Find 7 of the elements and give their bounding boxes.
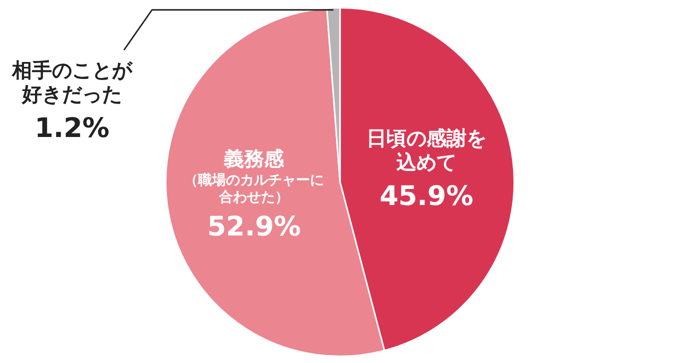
data-label: 45.9% — [380, 180, 474, 212]
text: （職場のカルチャーに合わせた） — [184, 172, 324, 206]
slice-label: 相手のことが好きだった — [11, 58, 133, 106]
slice-label: 日頃の感謝を込めて — [366, 126, 486, 174]
slice-label: 義務感 — [223, 146, 286, 171]
data-label: 52.9% — [207, 211, 301, 242]
data-label: 1.2% — [34, 113, 110, 144]
